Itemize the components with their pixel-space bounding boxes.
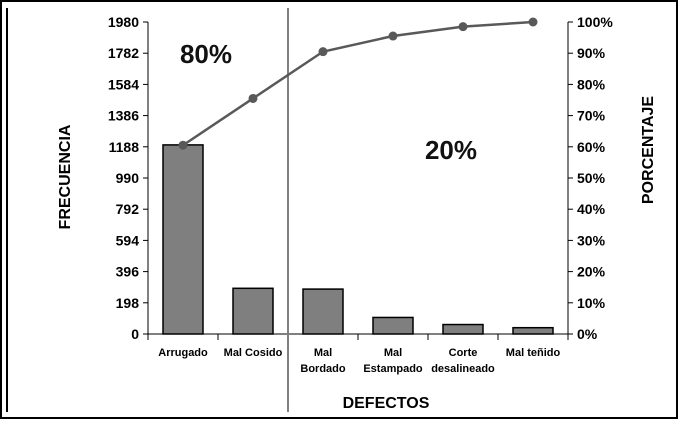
- bars: [162, 144, 554, 335]
- bar: [302, 288, 344, 335]
- x-tick-label: Arrugado: [158, 347, 208, 359]
- cumulative-line: [178, 17, 538, 150]
- y-tick-label: 1782: [108, 45, 139, 61]
- x-axis-title: DEFECTOS: [343, 395, 430, 412]
- axes: 0 198 396 594 792 990 1188 1386 1584 1782 1980 0% 10…: [108, 8, 613, 412]
- y-tick-label: 1980: [108, 14, 139, 30]
- bar: [442, 323, 484, 335]
- y2-tick-label: 70%: [577, 108, 606, 124]
- cumulative-point: [248, 93, 258, 103]
- bar: [372, 316, 414, 335]
- x-tick-label: Mal: [384, 347, 402, 359]
- y2-axis-title: PORCENTAJE: [640, 96, 657, 204]
- y-axis-title: FRECUENCIA: [57, 124, 74, 229]
- cumulative-point: [528, 17, 538, 27]
- x-tick-label: Corte: [449, 347, 478, 359]
- y-tick-label: 1188: [109, 139, 140, 155]
- y-tick-label: 198: [116, 295, 140, 311]
- y2-tick-label: 60%: [577, 139, 606, 155]
- y-tick-label: 396: [116, 264, 140, 280]
- cumulative-point: [388, 31, 398, 41]
- y-tick-label: 1584: [108, 76, 139, 92]
- x-tick-label: Bordado: [300, 363, 346, 375]
- x-tick-label: Mal: [314, 347, 332, 359]
- labels: FRECUENCIA PORCENTAJE DEFECTOS 80% 20% A…: [57, 39, 657, 412]
- cumulative-point: [178, 140, 188, 150]
- x-tick-label: Mal Cosido: [224, 347, 283, 359]
- cumulative-point: [318, 47, 328, 57]
- y-tick-label: 990: [116, 170, 140, 186]
- bar: [512, 326, 554, 335]
- x-tick-label: Mal teñido: [506, 347, 561, 359]
- y2-tick-label: 90%: [577, 45, 606, 61]
- y-tick-label: 0: [131, 326, 139, 342]
- y2-tick-label: 0%: [577, 326, 598, 342]
- y2-tick-label: 100%: [577, 14, 613, 30]
- y2-tick-label: 80%: [577, 76, 606, 92]
- y2-tick-label: 50%: [577, 170, 606, 186]
- cumulative-polyline: [182, 20, 534, 147]
- bar: [162, 144, 204, 335]
- annotation-80: 80%: [180, 39, 232, 69]
- x-tick-label: Estampado: [363, 363, 423, 375]
- y2-tick-label: 10%: [577, 295, 606, 311]
- annotation-20: 20%: [425, 135, 477, 165]
- y-tick-label: 1386: [108, 108, 139, 124]
- y2-tick-label: 30%: [577, 232, 606, 248]
- x-tick-label: desalineado: [431, 363, 495, 375]
- y-tick-label: 792: [116, 201, 140, 217]
- y2-tick-label: 20%: [577, 264, 606, 280]
- y2-tick-label: 40%: [577, 201, 606, 217]
- bar: [232, 287, 274, 335]
- cumulative-point: [458, 22, 468, 32]
- y-tick-label: 594: [116, 232, 140, 248]
